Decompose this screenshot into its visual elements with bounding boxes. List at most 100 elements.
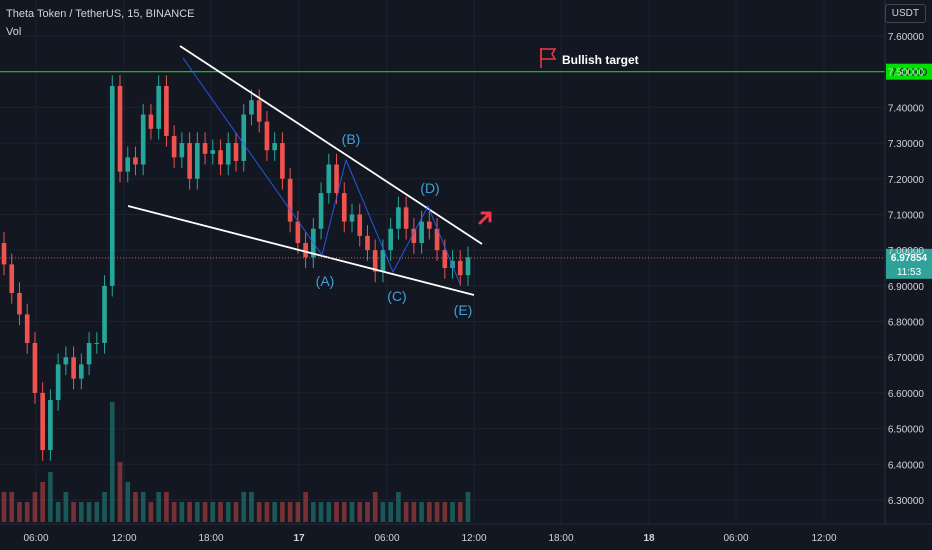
candle-body: [427, 221, 432, 229]
candle-body: [372, 250, 378, 272]
volume-bar: [32, 492, 38, 522]
candle-body: [241, 114, 247, 161]
volume-bar: [195, 502, 200, 522]
symbol-title: Theta Token / TetherUS, 15, BINANCE: [6, 8, 195, 20]
volume-bar: [117, 462, 123, 522]
volume-bar: [9, 492, 15, 522]
candle-body: [195, 143, 200, 179]
candle-body: [55, 364, 61, 401]
wedge-lower-line: [127, 205, 475, 296]
volume-bar: [218, 502, 223, 522]
candle-body: [24, 314, 30, 343]
price-tick-label: 7.10000: [888, 210, 925, 221]
wave-label: (C): [387, 288, 406, 304]
price-tick-label: 7.50000: [888, 68, 925, 79]
volume-bar: [109, 402, 115, 522]
candle-body: [295, 221, 301, 244]
candle-body: [109, 85, 115, 286]
candle-body: [148, 114, 154, 129]
candle-body: [17, 292, 22, 315]
candle-body: [457, 260, 463, 276]
candle-body: [187, 143, 192, 179]
volume-bar: [380, 502, 386, 522]
price-tick-label: 7.30000: [888, 139, 925, 150]
price-axis[interactable]: 7.60000 7.50000 7.40000 7.30000 7.20000 7.100…: [884, 0, 925, 524]
price-tick-label: 6.70000: [888, 353, 925, 364]
volume-bar: [86, 502, 92, 522]
volume-bar: [148, 502, 154, 522]
volume-bar: [17, 502, 22, 522]
time-tick-label: 17: [293, 533, 305, 544]
volume-bar: [79, 502, 84, 522]
volume-bar: [24, 502, 30, 522]
candle-body: [419, 221, 424, 244]
volume-bar: [210, 502, 216, 522]
volume-bar: [372, 492, 378, 522]
wave-label: (E): [454, 302, 473, 318]
candle-body: [125, 157, 131, 172]
volume-bar: [442, 502, 448, 522]
target-price-label: 7.50000: [891, 68, 928, 79]
volume-bar: [403, 502, 409, 522]
volume-bar: [164, 492, 169, 522]
time-tick-label: 12:00: [811, 533, 836, 544]
volume-bar: [295, 502, 301, 522]
volume-bar: [318, 502, 324, 522]
candle-body: [117, 85, 123, 172]
volume-bar: [311, 502, 316, 522]
volume-bar: [1, 492, 7, 522]
volume-bar: [241, 492, 247, 522]
volume-bar: [94, 502, 100, 522]
time-tick-label: 06:00: [374, 533, 399, 544]
price-tick-label: 6.60000: [888, 389, 925, 400]
candle-body: [102, 285, 107, 343]
price-tick-label: 7.00000: [888, 246, 925, 257]
volume-bar: [171, 502, 177, 522]
time-tick-label: 18:00: [198, 533, 223, 544]
candle-body: [133, 157, 138, 165]
price-tick-label: 7.40000: [888, 103, 925, 114]
candle-body: [71, 357, 76, 379]
volume-bars: [1, 402, 471, 522]
volume-bar: [202, 502, 208, 522]
price-tick-label: 6.50000: [888, 425, 925, 436]
volume-bar: [125, 482, 131, 522]
volume-bar: [349, 502, 355, 522]
candle-body: [450, 260, 455, 268]
volume-bar: [63, 492, 69, 522]
candle-body: [256, 100, 262, 122]
volume-bar: [419, 502, 424, 522]
candle-body: [171, 135, 177, 158]
volume-bar: [55, 502, 61, 522]
volume-bar: [465, 492, 471, 522]
candle-body: [140, 114, 146, 165]
volume-bar: [256, 502, 262, 522]
volume-bar: [133, 492, 138, 522]
volume-bar: [179, 502, 185, 522]
currency-label[interactable]: USDT: [884, 4, 926, 23]
volume-bar: [341, 502, 347, 522]
candle-body: [326, 164, 332, 194]
volume-bar: [156, 492, 161, 522]
volume-bar: [71, 502, 76, 522]
candle-body: [264, 121, 270, 151]
volume-bar: [427, 502, 432, 522]
volume-bar: [457, 502, 463, 522]
candle-body: [357, 214, 363, 236]
bullish-target-label: Bullish target: [562, 53, 639, 67]
time-tick-label: 18:00: [548, 533, 573, 544]
candle-body: [32, 342, 38, 393]
volume-bar: [48, 472, 53, 522]
grid: [0, 0, 885, 524]
candle-body: [403, 207, 409, 229]
volume-bar: [249, 492, 254, 522]
candle-body: [9, 264, 15, 293]
volume-bar: [264, 502, 270, 522]
volume-bar: [450, 502, 455, 522]
time-axis[interactable]: 06:00 12:00 18:00 17 06:00 12:00 18:00 18 06:00 1…: [0, 523, 932, 544]
candle-body: [411, 228, 417, 244]
volume-bar: [434, 502, 440, 522]
volume-indicator-label[interactable]: Vol: [6, 26, 22, 38]
volume-bar: [225, 502, 231, 522]
